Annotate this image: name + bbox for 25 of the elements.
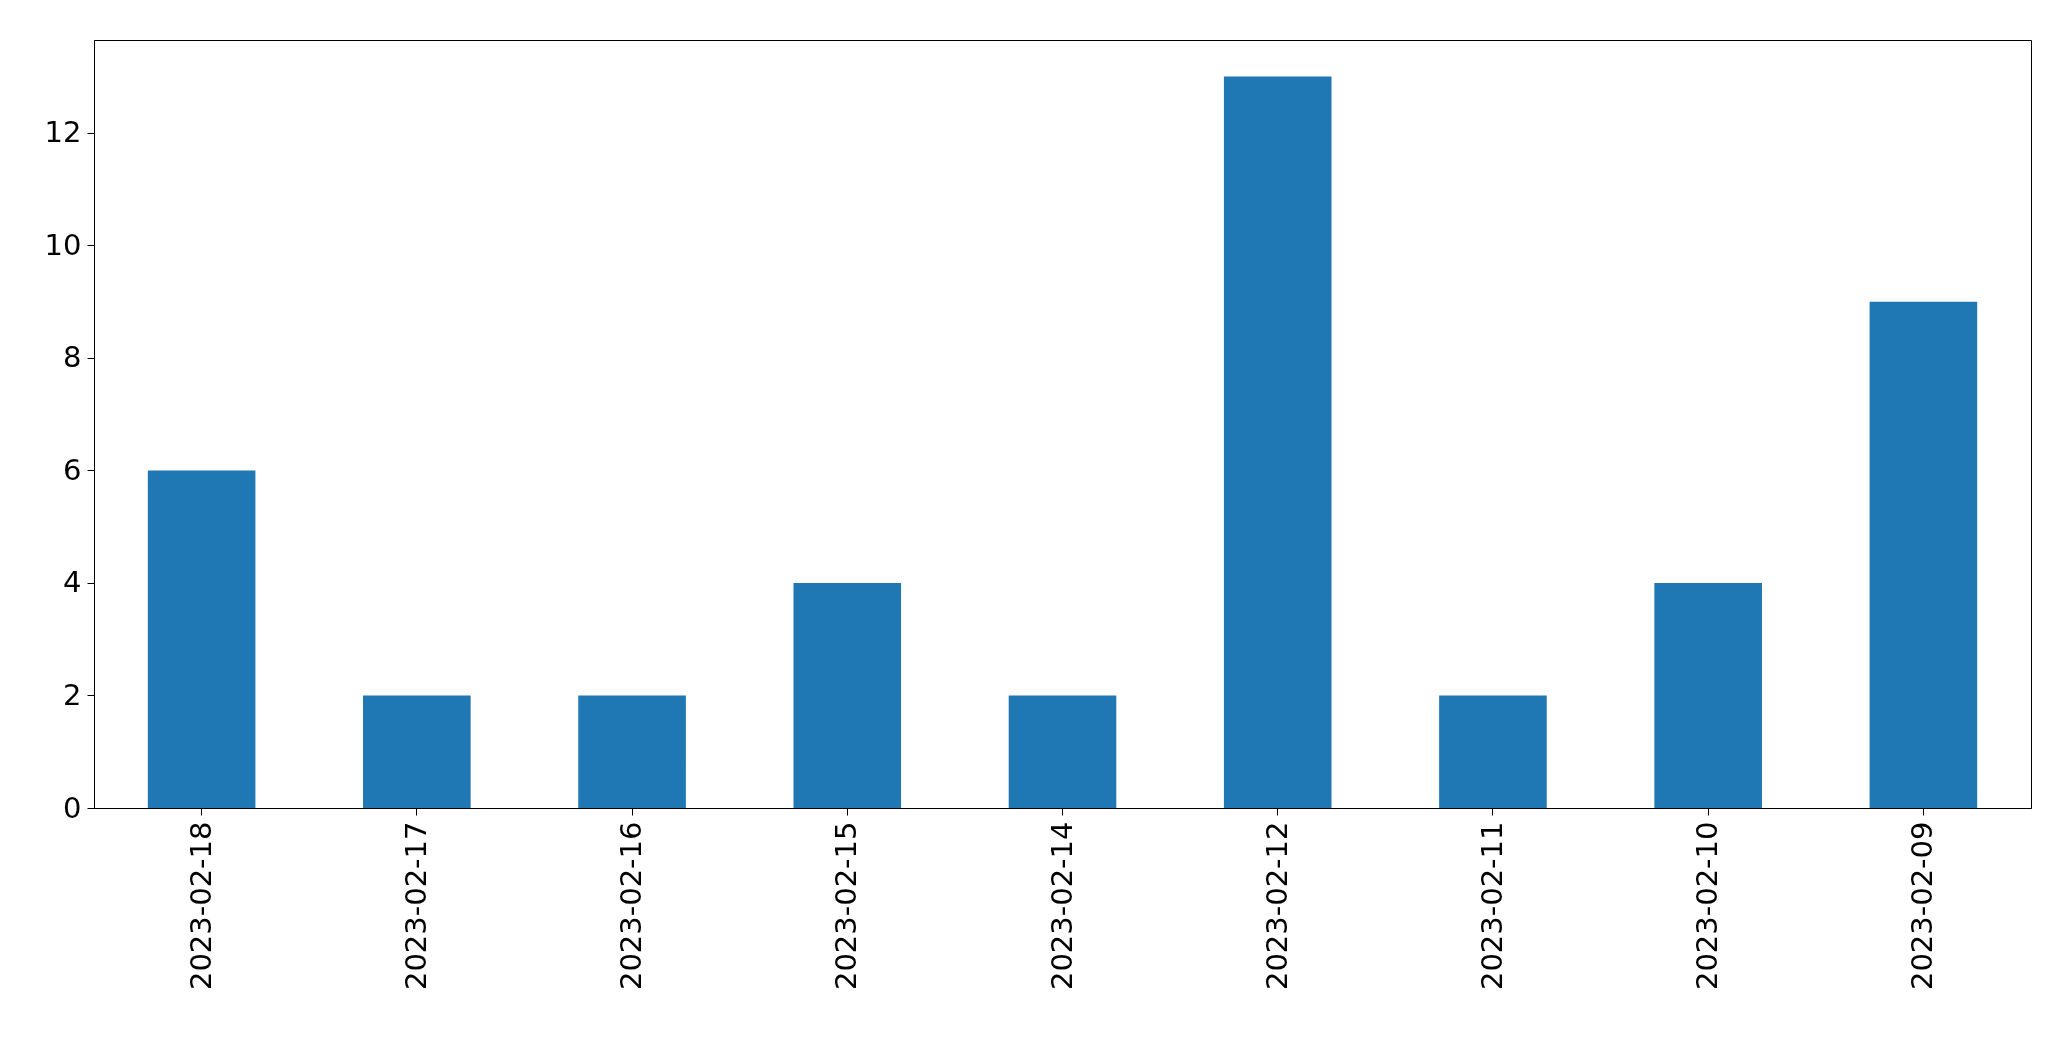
bar — [1008, 695, 1117, 808]
bar — [1869, 301, 1978, 808]
y-tick-label: 4 — [63, 565, 82, 600]
bar — [1654, 582, 1762, 808]
y-tick-label: 2 — [63, 677, 82, 712]
x-tick-label: 2023-02-12 — [1259, 821, 1294, 991]
y-tick-label: 0 — [63, 790, 82, 825]
y-tick-label: 12 — [44, 115, 82, 150]
bar — [1439, 695, 1547, 808]
x-tick-label: 2023-02-14 — [1044, 821, 1079, 991]
bar — [1223, 76, 1332, 808]
x-tick-label: 2023-02-16 — [614, 821, 649, 991]
x-tick-label: 2023-02-17 — [398, 821, 433, 991]
y-tick-label: 6 — [63, 452, 82, 487]
x-tick-label: 2023-02-09 — [1905, 821, 1940, 991]
x-tick-label: 2023-02-11 — [1474, 821, 1509, 991]
x-tick-label: 2023-02-10 — [1690, 821, 1725, 991]
y-tick-label: 10 — [44, 227, 82, 262]
x-tick-label: 2023-02-18 — [183, 821, 218, 991]
bar — [793, 582, 902, 808]
x-tick-label: 2023-02-15 — [829, 821, 864, 991]
bar — [363, 695, 471, 808]
bar — [147, 470, 256, 808]
bar — [578, 695, 686, 808]
y-tick-label: 8 — [63, 340, 82, 375]
